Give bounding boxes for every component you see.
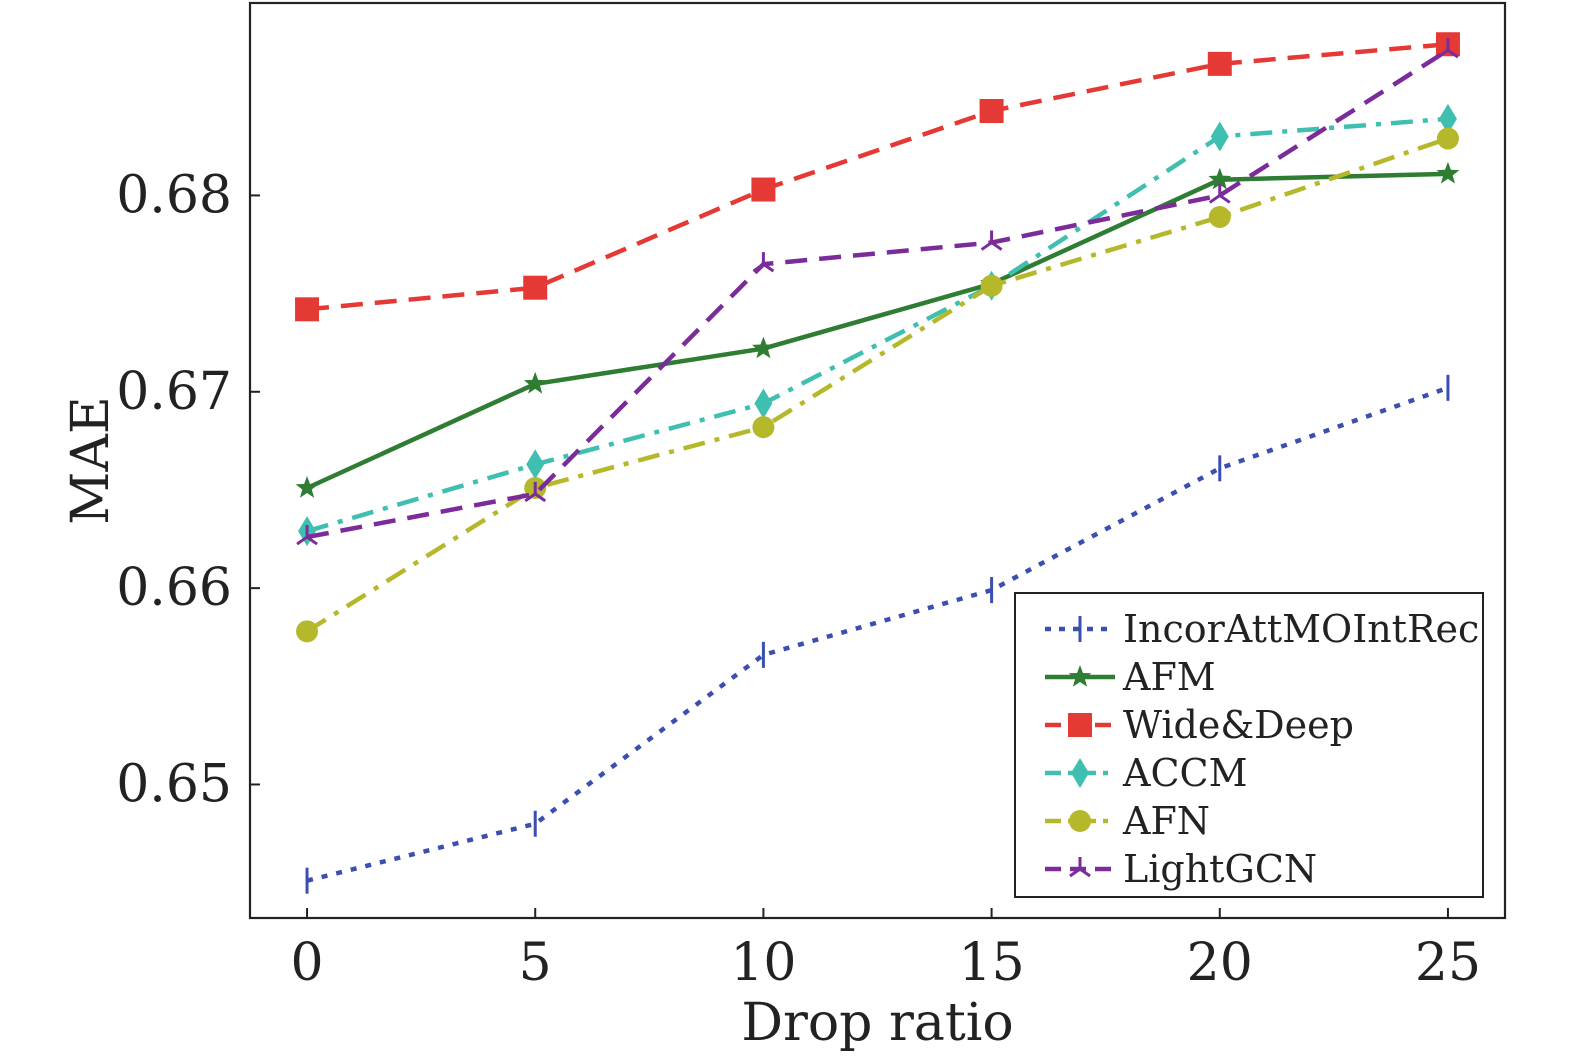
data-point-marker — [296, 525, 318, 546]
plot-frame — [248, 1, 1507, 920]
legend-label: AFN — [1122, 799, 1210, 843]
legend-item: ACCM — [1045, 751, 1248, 795]
data-point-marker — [1210, 121, 1229, 152]
series-line — [306, 116, 1449, 534]
data-point-marker — [1208, 206, 1231, 229]
data-point-marker — [524, 481, 547, 503]
legend-box — [1014, 592, 1484, 898]
x-tick-label: 20 — [1187, 933, 1253, 993]
legend-item: AFN — [1045, 799, 1210, 843]
series-line — [305, 136, 1449, 634]
y-axis-label: MAE — [61, 396, 121, 525]
data-point-marker — [1208, 183, 1231, 204]
series-line — [306, 171, 1449, 491]
y-tick-label: 0.68 — [116, 165, 232, 225]
data-point-marker — [751, 177, 776, 202]
x-tick-label: 15 — [959, 933, 1025, 993]
legend-label: AFM — [1122, 655, 1216, 699]
series-afn — [296, 127, 1459, 643]
data-point-marker — [295, 475, 319, 498]
data-point-marker — [523, 371, 547, 394]
series-lightgcn — [296, 38, 1459, 546]
legend-item: LightGCN — [1045, 847, 1317, 891]
data-point-marker — [526, 449, 545, 480]
data-point-marker — [1436, 127, 1459, 150]
legend-item: AFM — [1045, 655, 1216, 699]
data-point-marker — [1208, 167, 1232, 190]
y-tick-label: 0.65 — [116, 754, 232, 814]
x-axis-label: Drop ratio — [741, 993, 1013, 1053]
series-wide-deep — [295, 32, 1460, 322]
series-line — [306, 385, 1449, 883]
legend-marker — [1068, 665, 1092, 687]
data-point-marker — [979, 98, 1004, 123]
data-point-marker — [523, 275, 548, 300]
legend: IncorAttMOIntRecAFMWide&DeepACCMAFNLight… — [1014, 592, 1484, 898]
data-point-marker — [296, 620, 319, 643]
x-tick-label: 10 — [730, 933, 796, 993]
series-layer — [295, 32, 1460, 894]
x-tick-label: 5 — [519, 933, 552, 993]
legend-label: Wide&Deep — [1123, 703, 1354, 747]
legend-label: IncorAttMOIntRec — [1123, 607, 1479, 651]
series-line — [306, 41, 1449, 312]
data-point-marker — [752, 252, 775, 273]
data-point-marker — [980, 230, 1003, 251]
x-tick-label: 25 — [1415, 933, 1481, 993]
data-point-marker — [295, 297, 320, 322]
series-line — [306, 48, 1450, 540]
legend-label: LightGCN — [1123, 847, 1317, 891]
y-tick-label: 0.66 — [116, 558, 232, 618]
legend-marker — [1071, 758, 1089, 788]
series-incorattmointrec — [305, 374, 1450, 894]
data-point-marker — [752, 336, 775, 359]
x-tick-label: 0 — [290, 933, 323, 993]
axes-layer: 0 5 10 15 20 25 0.65 0.66 0.67 0.68 — [116, 165, 1481, 993]
legend-marker — [1068, 713, 1092, 737]
data-point-marker — [754, 388, 773, 419]
series-accm — [298, 103, 1457, 547]
legend-item: Wide&Deep — [1045, 703, 1354, 747]
data-point-marker — [752, 416, 775, 439]
legend-item: IncorAttMOIntRec — [1045, 607, 1479, 651]
legend-label: ACCM — [1122, 751, 1248, 795]
data-point-marker — [1438, 103, 1457, 134]
data-point-marker — [980, 274, 1003, 297]
legend-marker — [1069, 857, 1091, 878]
y-tick-label: 0.67 — [116, 362, 232, 422]
legend-marker — [1069, 810, 1091, 832]
data-point-marker — [1436, 161, 1460, 184]
data-point-marker — [1207, 51, 1232, 76]
data-point-marker — [1437, 38, 1459, 59]
